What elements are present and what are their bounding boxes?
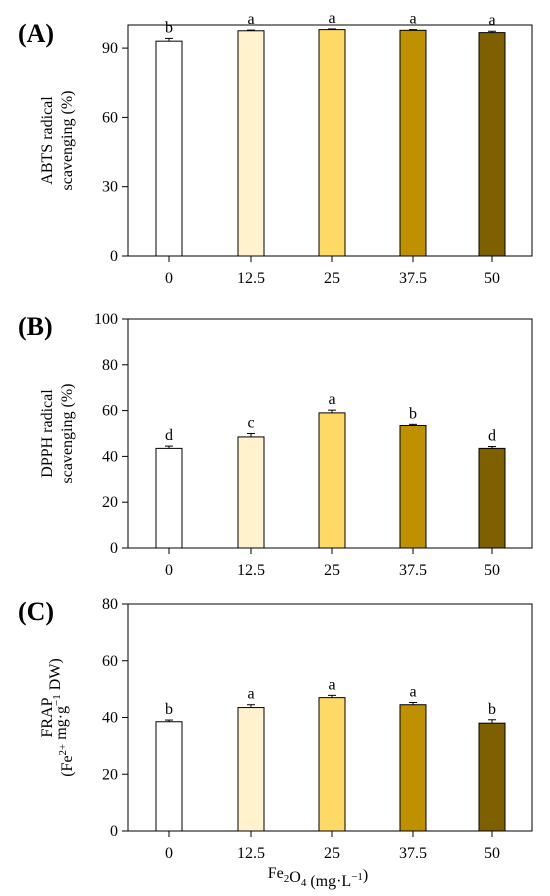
bar <box>237 436 265 549</box>
significance-letter: b <box>165 701 173 718</box>
x-tick-label: 50 <box>484 270 500 287</box>
x-tick-label: 50 <box>484 562 500 579</box>
bar <box>155 447 183 549</box>
x-tick-label: 0 <box>165 270 173 287</box>
y-tick-label: 100 <box>94 311 118 328</box>
y-tick-label: 0 <box>110 540 118 557</box>
significance-letter: b <box>165 19 173 36</box>
significance-letter: d <box>165 427 173 444</box>
bar <box>478 32 506 257</box>
bar <box>237 30 265 257</box>
x-tick-label: 12.5 <box>237 270 265 287</box>
x-tick-label: 12.5 <box>237 562 265 579</box>
y-axis-label: FRAP(Fe2+ mg·g−1 DW) <box>39 658 76 777</box>
y-tick-label: 60 <box>102 653 118 670</box>
y-tick-label: 0 <box>110 823 118 840</box>
y-axis-label: DPPH radical scavenging (%) <box>39 384 76 484</box>
y-tick-label: 80 <box>102 596 118 613</box>
bar <box>318 697 346 832</box>
significance-letter: a <box>328 676 335 693</box>
bar <box>237 707 265 832</box>
panel-label: (C) <box>18 597 54 626</box>
x-tick-label: 37.5 <box>399 270 427 287</box>
x-tick-label: 0 <box>165 845 173 862</box>
bar <box>478 447 506 549</box>
panel-label: (B) <box>18 312 53 341</box>
plot-frame <box>127 24 533 257</box>
y-tick-label: 40 <box>102 448 118 465</box>
y-tick-label: 60 <box>102 109 118 126</box>
y-tick-label: 80 <box>102 357 118 374</box>
significance-letter: a <box>247 686 254 703</box>
bar <box>155 40 183 257</box>
plot-frame <box>127 318 533 549</box>
chart-panel-1: (A) b a a a a 0 30 60 90 0 12.5 25 37.5 50 ABTS radical… <box>18 10 533 287</box>
x-tick-label: 50 <box>484 845 500 862</box>
y-axis-label: ABTS radical scavenging (%) <box>39 91 76 191</box>
y-tick-label: 40 <box>102 710 118 727</box>
significance-letter: a <box>409 683 416 700</box>
chart-panel-3: (C) b a a a b 0 20 40 60 80 0 12.5 25 37.5 50 FRAP(Fe2+ … <box>18 596 533 890</box>
x-tick-label: 0 <box>165 562 173 579</box>
bar <box>155 721 183 832</box>
significance-letter: c <box>247 415 254 432</box>
chart-panel-2: (B) d c a b d 0 20 40 60 80 100 0 12.5 25 37.5 50 DPPH ra… <box>18 311 533 579</box>
significance-letter: a <box>328 10 335 27</box>
panel-label: (A) <box>18 19 54 48</box>
significance-letter: b <box>488 701 496 718</box>
bar <box>399 704 427 832</box>
significance-letter: a <box>409 11 416 28</box>
x-tick-label: 25 <box>324 845 340 862</box>
y-tick-label: 30 <box>102 179 118 196</box>
x-tick-label: 37.5 <box>399 845 427 862</box>
x-tick-label: 12.5 <box>237 845 265 862</box>
bar <box>399 29 427 257</box>
bar <box>399 424 427 549</box>
y-tick-label: 20 <box>102 766 118 783</box>
x-tick-label: 25 <box>324 562 340 579</box>
y-tick-label: 90 <box>102 40 118 57</box>
significance-letter: a <box>247 11 254 28</box>
significance-letter: b <box>409 405 417 422</box>
bar <box>318 412 346 549</box>
bar <box>318 29 346 257</box>
x-tick-label: 37.5 <box>399 562 427 579</box>
bar <box>478 722 506 832</box>
y-tick-label: 20 <box>102 494 118 511</box>
significance-letter: a <box>488 12 495 29</box>
significance-letter: a <box>328 391 335 408</box>
y-tick-label: 0 <box>110 248 118 265</box>
x-tick-label: 25 <box>324 270 340 287</box>
x-axis-label: Fe2O4 (mg·L−1) <box>268 865 368 890</box>
significance-letter: d <box>488 428 496 445</box>
y-tick-label: 60 <box>102 403 118 420</box>
